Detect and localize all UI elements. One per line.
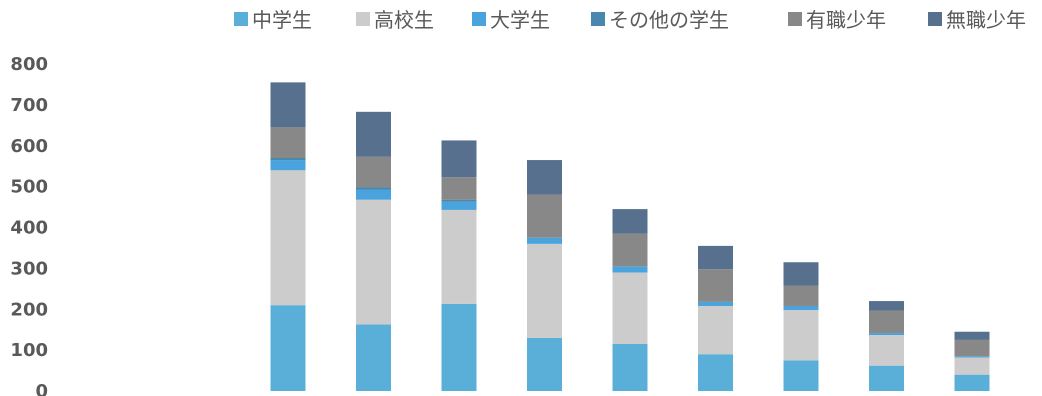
bar-segment [954,357,990,375]
legend-label: 大学生 [490,8,550,32]
bar-segment [356,189,391,200]
bar-segment [612,233,648,267]
legend-label: その他の学生 [609,8,729,32]
bar-segment [527,160,562,195]
bar-segment [612,272,648,344]
legend-label: 高校生 [374,8,434,32]
bar-segment [698,354,733,391]
bar-segment [527,194,562,238]
bar-segment [698,301,733,306]
bar-segment [954,331,990,340]
bar-segment [356,324,391,391]
bar-segment [869,365,904,391]
legend: 中学生 高校生 大学生 その他の学生 有職少年 無職少年 [234,8,1026,32]
bar-segment [612,343,648,391]
bar-segment [441,199,477,202]
bar-segment [527,337,562,391]
bar-segment [869,335,904,366]
bar-segment [783,285,819,306]
bar-segment [698,269,733,302]
bar-segment [869,310,904,333]
bar-segment [441,140,477,178]
bar-segment [612,209,648,234]
bar-segment [356,187,391,190]
y-tick-label: 100 [10,340,48,361]
bar-segment [954,339,990,357]
bar-segment [270,170,306,306]
y-tick-label: 200 [10,299,48,320]
bar-segment [954,356,990,358]
legend-swatch [234,12,248,26]
y-tick-label: 0 [35,381,48,396]
legend-swatch [928,12,942,26]
bar-segment [270,160,306,171]
legend-label: 無職少年 [946,8,1026,32]
bar-segment [869,301,904,311]
y-tick-label: 500 [10,177,48,198]
bar-segment [356,111,391,157]
y-tick-label: 600 [10,136,48,157]
bar-segment [270,82,306,128]
bar-segment [783,360,819,391]
bar-segment [869,332,904,336]
legend-swatch [472,12,486,26]
y-tick-label: 700 [10,95,48,116]
bar-segment [441,209,477,304]
bar-segment [270,305,306,391]
y-tick-label: 400 [10,218,48,239]
bar-segment [527,243,562,338]
bars [270,82,990,391]
legend-swatch [356,12,370,26]
legend-swatch [591,12,605,26]
bar-segment [783,262,819,286]
legend-swatch [788,12,802,26]
bar-segment [270,158,306,161]
bar-segment [441,303,477,391]
bar-segment [954,374,990,391]
y-axis: 800 700 600 500 400 300 200 100 0 [10,54,48,396]
bar-segment [441,177,477,200]
bar-segment [527,237,562,244]
bar-segment [441,201,477,210]
bar-segment [356,156,391,188]
legend-label: 有職少年 [806,8,886,32]
bar-segment [612,266,648,273]
bar-segment [698,245,733,270]
y-tick-label: 300 [10,258,48,279]
bar-segment [783,305,819,311]
legend-label: 中学生 [252,8,312,32]
bar-segment [783,310,819,361]
y-tick-label: 800 [10,54,48,75]
bar-segment [698,305,733,355]
bar-segment [356,199,391,325]
bar-segment [270,127,306,159]
